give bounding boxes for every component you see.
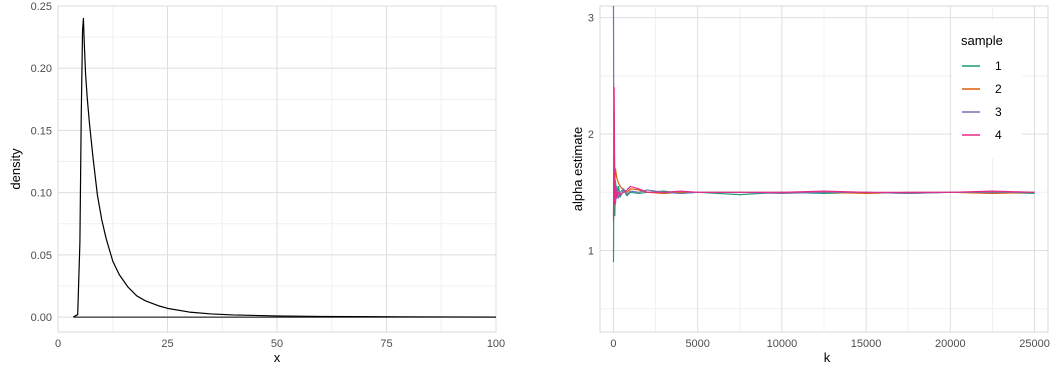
y-tick-label: 0.05 — [31, 250, 52, 262]
legend-label-4: 4 — [995, 128, 1002, 142]
legend-items: 1 2 3 4 — [962, 59, 1002, 142]
x-tick-label: 75 — [380, 338, 392, 350]
density-chart: 0 25 50 75 100 0.00 0.05 0.10 0.15 0.20 0.25 x de… — [8, 1, 505, 365]
series-line-2 — [612, 162, 1035, 216]
x-tick-label: 5000 — [685, 338, 709, 350]
legend: sample 1 2 3 4 — [952, 20, 1022, 158]
alpha-y-ticks: 1 2 3 — [588, 13, 594, 258]
x-tick-label: 10000 — [767, 338, 798, 350]
legend-title: sample — [961, 33, 1003, 48]
x-tick-label: 0 — [610, 338, 616, 350]
series-line-4 — [612, 86, 1035, 222]
y-tick-label: 0.15 — [31, 125, 52, 137]
legend-background — [952, 20, 1022, 158]
density-major-grid — [57, 5, 497, 332]
x-tick-label: 25000 — [1019, 338, 1050, 350]
y-tick-label: 0.20 — [31, 63, 52, 75]
alpha-y-axis-title: alpha estimate — [570, 127, 585, 212]
density-series — [73, 17, 497, 318]
x-tick-label: 0 — [55, 338, 61, 350]
legend-label-1: 1 — [995, 59, 1002, 73]
series-line-3 — [612, 5, 1035, 205]
y-tick-label: 3 — [588, 13, 594, 25]
alpha-x-axis-title: k — [824, 350, 831, 365]
density-x-axis-title: x — [274, 350, 281, 365]
alpha-panel-background — [599, 5, 1049, 333]
y-tick-label: 1 — [588, 246, 594, 258]
series-line-1 — [73, 17, 497, 318]
y-tick-label: 0.10 — [31, 188, 52, 200]
y-tick-label: 0.00 — [31, 312, 52, 324]
y-tick-label: 2 — [588, 129, 594, 141]
legend-label-2: 2 — [995, 82, 1002, 96]
x-tick-label: 15000 — [851, 338, 882, 350]
legend-label-3: 3 — [995, 105, 1002, 119]
x-tick-label: 25 — [161, 338, 173, 350]
alpha-minor-grid — [600, 6, 1048, 332]
y-tick-label: 0.25 — [31, 1, 52, 13]
x-tick-label: 20000 — [935, 338, 966, 350]
density-y-ticks: 0.00 0.05 0.10 0.15 0.20 0.25 — [31, 1, 52, 324]
x-tick-label: 100 — [487, 338, 505, 350]
alpha-x-ticks: 0 5000 10000 15000 20000 25000 — [610, 338, 1049, 350]
series-line-1 — [612, 110, 1035, 263]
alpha-series — [612, 5, 1035, 263]
density-y-axis-title: density — [8, 148, 23, 190]
alpha-major-grid — [600, 6, 1048, 332]
density-x-ticks: 0 25 50 75 100 — [55, 338, 505, 350]
x-tick-label: 50 — [271, 338, 283, 350]
